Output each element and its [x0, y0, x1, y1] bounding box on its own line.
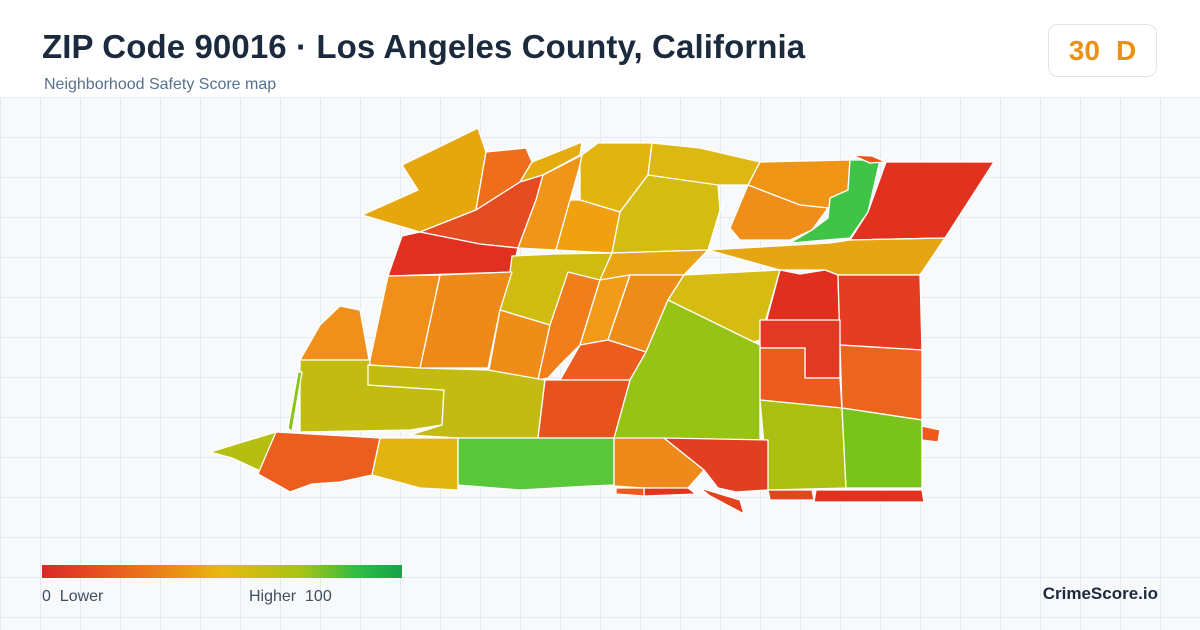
legend-high-label: Higher 100	[249, 588, 332, 606]
legend-min-value: 0	[42, 588, 51, 605]
region[interactable]	[839, 344, 923, 421]
region[interactable]	[767, 489, 815, 501]
header: ZIP Code 90016 · Los Angeles County, Cal…	[0, 0, 1200, 98]
page-subtitle: Neighborhood Safety Score map	[44, 76, 277, 93]
region[interactable]	[759, 399, 847, 491]
legend-max-value: 100	[305, 588, 332, 605]
legend-max-label: Higher	[249, 588, 297, 605]
legend-low-label: 0 Lower	[42, 588, 103, 606]
region[interactable]	[789, 159, 881, 244]
region[interactable]	[615, 487, 645, 497]
region[interactable]	[707, 237, 946, 276]
region[interactable]	[699, 487, 745, 515]
region[interactable]	[371, 437, 459, 491]
legend-min-label: Lower	[59, 588, 104, 605]
legend-gradient-bar	[42, 565, 402, 578]
region[interactable]	[813, 489, 925, 503]
score-badge: 30 D	[1048, 24, 1157, 77]
region[interactable]	[837, 274, 923, 351]
region[interactable]	[457, 437, 615, 491]
region[interactable]	[841, 407, 923, 489]
region[interactable]	[287, 371, 303, 433]
region[interactable]	[729, 184, 829, 241]
page-title: ZIP Code 90016 · Los Angeles County, Cal…	[42, 28, 806, 65]
score-value: 30	[1068, 34, 1100, 66]
region[interactable]	[643, 487, 697, 497]
score-grade: D	[1115, 34, 1137, 66]
region[interactable]	[921, 425, 941, 443]
region[interactable]	[299, 274, 441, 369]
region[interactable]	[663, 437, 769, 493]
region[interactable]	[257, 431, 381, 493]
region[interactable]	[537, 379, 631, 439]
brand-logo-text[interactable]: CrimeScore.io	[1042, 584, 1158, 603]
